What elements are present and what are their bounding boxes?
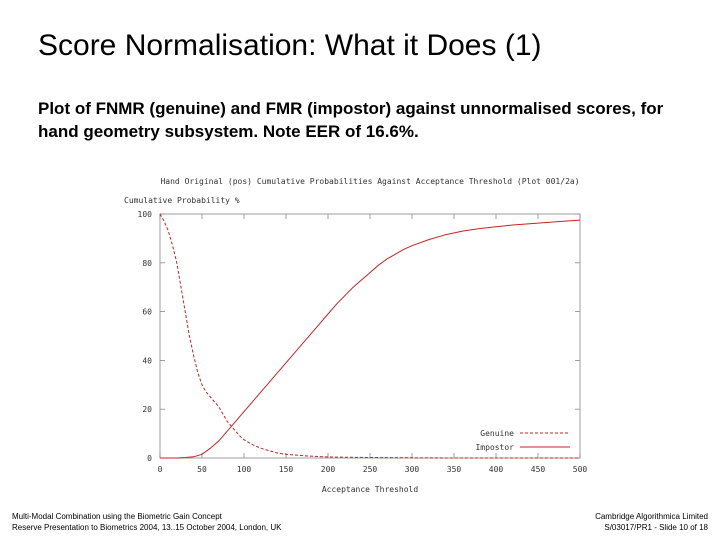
y-tick-label: 100 xyxy=(138,210,153,219)
y-tick-label: 40 xyxy=(142,356,152,365)
x-tick-label: 50 xyxy=(197,465,207,474)
footer-left: Multi-Modal Combination using the Biomet… xyxy=(12,511,282,533)
x-tick-label: 400 xyxy=(489,465,504,474)
y-axis-label: Cumulative Probability % xyxy=(124,196,240,205)
footer-event-title: Multi-Modal Combination using the Biomet… xyxy=(12,512,222,521)
x-tick-label: 250 xyxy=(363,465,378,474)
x-tick-label: 150 xyxy=(279,465,294,474)
chart-container: Hand Original (pos) Cumulative Probabili… xyxy=(110,172,600,502)
footer-event-details: Reserve Presentation to Biometrics 2004,… xyxy=(12,523,282,532)
x-tick-label: 350 xyxy=(447,465,462,474)
legend-label-genuine: Genuine xyxy=(480,429,514,438)
x-tick-label: 0 xyxy=(158,465,163,474)
plot-frame xyxy=(159,213,581,459)
y-tick-label: 80 xyxy=(142,259,152,268)
x-tick-label: 450 xyxy=(531,465,546,474)
slide-title: Score Normalisation: What it Does (1) xyxy=(38,29,542,62)
x-axis-label: Acceptance Threshold xyxy=(322,485,419,494)
footer-company: Cambridge Algorithmica Limited xyxy=(595,512,708,521)
x-tick-label: 500 xyxy=(573,465,588,474)
y-tick-label: 0 xyxy=(147,454,152,463)
y-tick-label: 60 xyxy=(142,308,152,317)
chart-title: Hand Original (pos) Cumulative Probabili… xyxy=(160,177,579,186)
x-tick-label: 300 xyxy=(405,465,420,474)
x-tick-label: 200 xyxy=(321,465,336,474)
y-tick-label: 20 xyxy=(142,405,152,414)
series-line-impostor xyxy=(160,219,581,459)
footer-right: Cambridge Algorithmica Limited S/03017/P… xyxy=(595,511,708,533)
x-tick-label: 100 xyxy=(237,465,252,474)
slide-subtitle: Plot of FNMR (genuine) and FMR (impostor… xyxy=(38,99,664,141)
footer-slide-number: S/03017/PR1 - Slide 10 of 18 xyxy=(604,523,708,532)
chart-svg: Hand Original (pos) Cumulative Probabili… xyxy=(124,177,588,494)
legend-label-impostor: Impostor xyxy=(475,443,514,452)
series-line-genuine xyxy=(159,213,580,459)
